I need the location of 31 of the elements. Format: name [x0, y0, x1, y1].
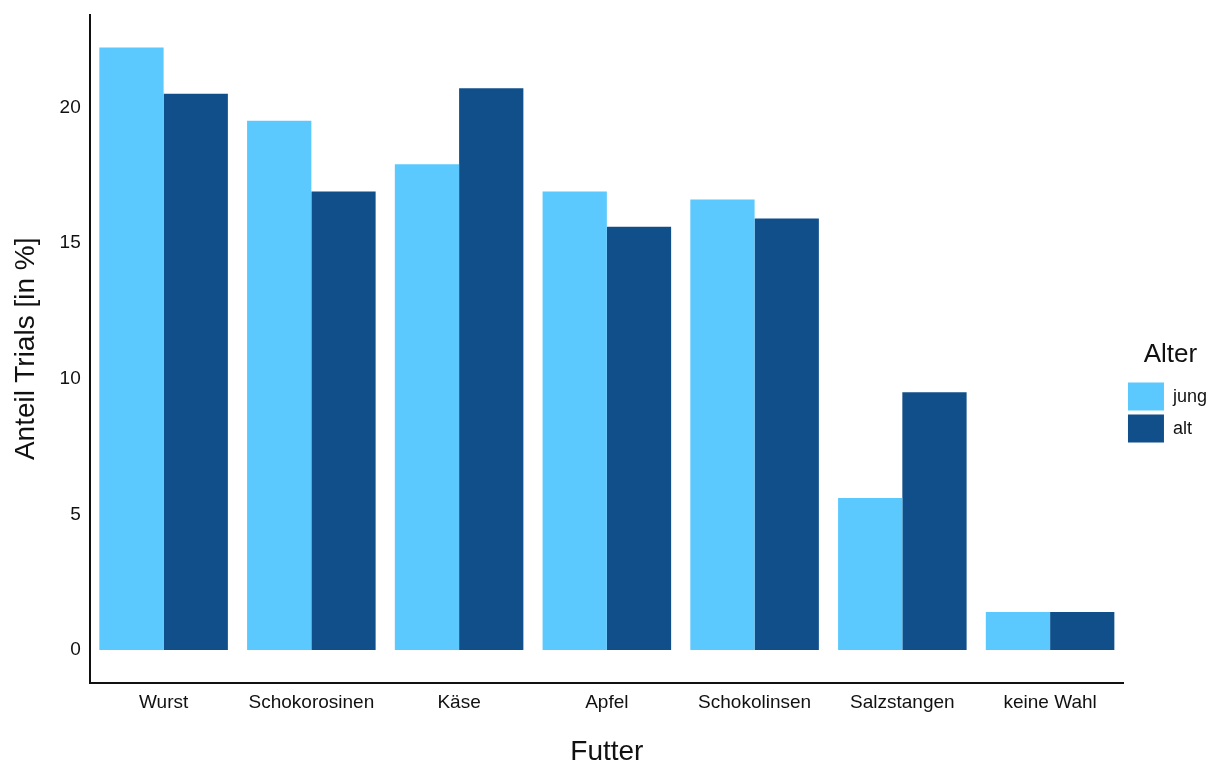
x-tick-label: Salzstangen — [850, 691, 955, 713]
bar — [1050, 612, 1115, 651]
bar — [606, 226, 672, 651]
x-tick-label: Käse — [437, 691, 481, 713]
bar — [99, 47, 164, 651]
y-tick-label: 20 — [59, 95, 81, 117]
y-tick-label: 0 — [70, 638, 81, 660]
x-tick-label: Apfel — [585, 691, 629, 713]
bar — [247, 120, 312, 651]
bar — [838, 498, 903, 651]
x-tick-label: Wurst — [138, 691, 189, 713]
y-tick-label: 15 — [59, 231, 81, 253]
bar — [459, 88, 524, 651]
bar — [394, 164, 460, 651]
bar — [985, 612, 1051, 651]
x-tick-label: Schokolinsen — [698, 691, 812, 713]
y-axis-title: Anteil Trials [in %] — [8, 237, 40, 461]
bar — [754, 218, 819, 651]
x-tick-label: Schokorosinen — [248, 691, 375, 713]
x-tick-label: keine Wahl — [1003, 691, 1097, 713]
bar — [311, 191, 376, 651]
bar — [542, 191, 607, 651]
bar — [902, 392, 967, 651]
bar — [690, 199, 755, 651]
legend-title: Alter — [1143, 337, 1198, 368]
legend-label: jung — [1171, 385, 1207, 406]
bar — [163, 93, 228, 651]
y-tick-label: 5 — [70, 502, 81, 524]
legend-label: alt — [1172, 417, 1192, 438]
y-tick-label: 10 — [59, 366, 81, 388]
x-axis-title: Futter — [570, 734, 644, 766]
